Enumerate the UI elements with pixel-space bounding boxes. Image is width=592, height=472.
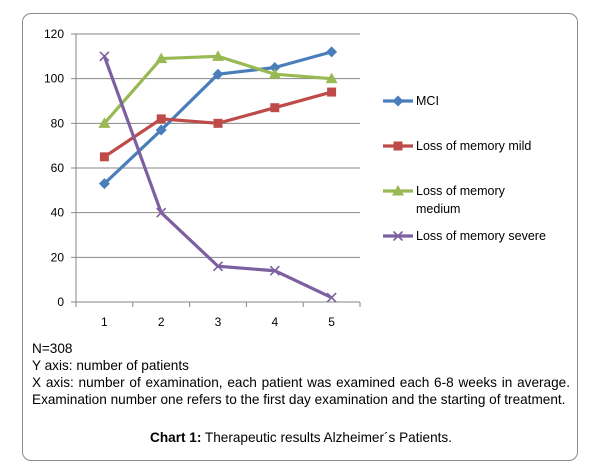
- legend-marker-4: [392, 230, 404, 242]
- data-point-s4: [156, 207, 167, 218]
- legend-label-line: Loss of memory severe: [416, 229, 546, 243]
- legend-label-line: MCI: [416, 94, 439, 108]
- data-point-s1: [269, 62, 281, 73]
- data-point-s2: [327, 87, 337, 97]
- series-line-3: [103, 54, 332, 125]
- chart-caption: Chart 1: Therapeutic results Alzheimer´s…: [32, 430, 570, 445]
- y-tick-label: 0: [57, 295, 64, 309]
- legend-label-4: Loss of memory severe: [416, 229, 546, 243]
- x-tick-label: 4: [271, 315, 278, 329]
- legend-marker-3: [392, 185, 404, 196]
- data-point-s3: [325, 72, 338, 84]
- x-tick-label: 3: [215, 315, 222, 329]
- line-chart: 0 20 40 60 80 100 120 1 2 3 4 5 MCI Loss of memory mi…: [44, 27, 546, 329]
- data-point-s1: [155, 124, 167, 136]
- y-axis-note: Y axis: number of patients: [32, 358, 189, 373]
- sample-size-note: N=308: [32, 341, 73, 356]
- legend-label-1: MCI: [416, 94, 439, 108]
- legend-label-2: Loss of memory mild: [416, 139, 531, 153]
- x-tick-label: 2: [158, 315, 165, 329]
- data-point-s1: [98, 178, 110, 190]
- legend-label-line: Loss of memory: [416, 184, 506, 198]
- data-point-s3: [155, 52, 168, 64]
- data-point-s2: [270, 103, 280, 113]
- data-point-s4: [269, 265, 280, 276]
- y-tick-label: 20: [51, 250, 65, 264]
- chart-notes: N=308 Y axis: number of patients X axis:…: [32, 340, 570, 408]
- data-point-s4: [99, 51, 110, 62]
- data-point-s1: [326, 46, 338, 58]
- legend-marker-1: [392, 95, 404, 107]
- series-line-4: [102, 55, 333, 299]
- data-point-s1: [212, 68, 224, 80]
- data-point-s3: [212, 50, 224, 61]
- x-axis-note: X axis: number of examination, each pati…: [32, 375, 570, 407]
- x-tick-label: 5: [328, 315, 335, 329]
- legend-marker-2: [393, 141, 403, 151]
- x-tick-label: 1: [101, 315, 108, 329]
- data-point-s3: [98, 117, 111, 128]
- legend-label-line: Loss of memory mild: [416, 139, 531, 153]
- y-tick-label: 100: [44, 72, 64, 86]
- y-tick-label: 80: [51, 116, 65, 130]
- y-tick-label: 40: [51, 206, 65, 220]
- figure-frame: [22, 13, 578, 461]
- data-point-s2: [213, 118, 223, 128]
- data-point-s4: [212, 261, 224, 272]
- legend-label-line: medium: [416, 202, 460, 216]
- data-point-s2: [99, 152, 109, 162]
- y-tick-label: 60: [51, 161, 65, 175]
- y-tick-label: 120: [44, 27, 64, 41]
- data-point-s3: [268, 68, 281, 79]
- caption-label: Chart 1:: [150, 430, 202, 445]
- caption-text: Therapeutic results Alzheimer´s Patients…: [201, 430, 452, 445]
- legend-label-3: Loss of memory medium: [416, 184, 506, 216]
- data-point-s2: [156, 114, 166, 124]
- data-point-s4: [326, 292, 337, 303]
